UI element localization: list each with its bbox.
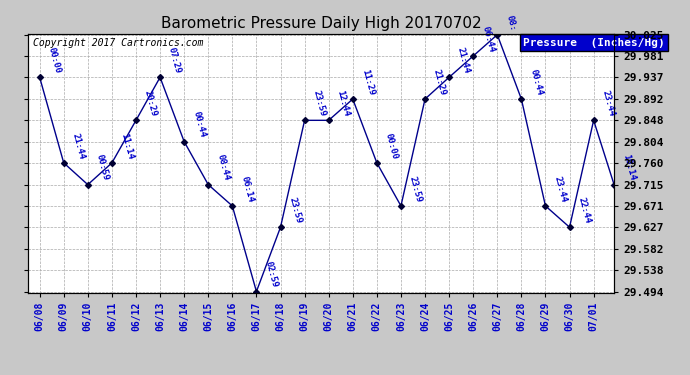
Text: 06:44: 06:44 (480, 25, 496, 53)
Text: 23:59: 23:59 (408, 175, 424, 203)
Text: 07:29: 07:29 (167, 46, 183, 75)
Text: 10:14: 10:14 (621, 154, 637, 182)
Text: 23:59: 23:59 (288, 196, 303, 224)
Text: 08:: 08: (504, 14, 517, 32)
Text: 00:44: 00:44 (529, 68, 544, 96)
Text: 20:29: 20:29 (143, 89, 159, 117)
Text: 08:44: 08:44 (215, 154, 231, 182)
Text: 23:44: 23:44 (553, 175, 568, 203)
Text: 23:44: 23:44 (600, 89, 616, 117)
Text: Pressure  (Inches/Hg): Pressure (Inches/Hg) (523, 38, 665, 48)
Text: 11:29: 11:29 (359, 68, 375, 96)
Text: 11:14: 11:14 (119, 132, 135, 160)
Text: 22:44: 22:44 (576, 196, 592, 224)
Text: 02:59: 02:59 (264, 261, 279, 289)
Text: 00:59: 00:59 (95, 154, 110, 182)
Text: 23:59: 23:59 (312, 89, 327, 117)
Title: Barometric Pressure Daily High 20170702: Barometric Pressure Daily High 20170702 (161, 16, 481, 31)
Text: 06:14: 06:14 (239, 175, 255, 203)
Text: 21:29: 21:29 (432, 68, 448, 96)
Text: 00:00: 00:00 (384, 132, 400, 160)
Text: 12:44: 12:44 (335, 89, 351, 117)
Text: 21:44: 21:44 (456, 46, 472, 75)
Text: 21:44: 21:44 (70, 132, 86, 160)
Text: 00:00: 00:00 (47, 46, 62, 75)
Text: 00:44: 00:44 (191, 111, 207, 139)
Text: Copyright 2017 Cartronics.com: Copyright 2017 Cartronics.com (34, 38, 204, 48)
